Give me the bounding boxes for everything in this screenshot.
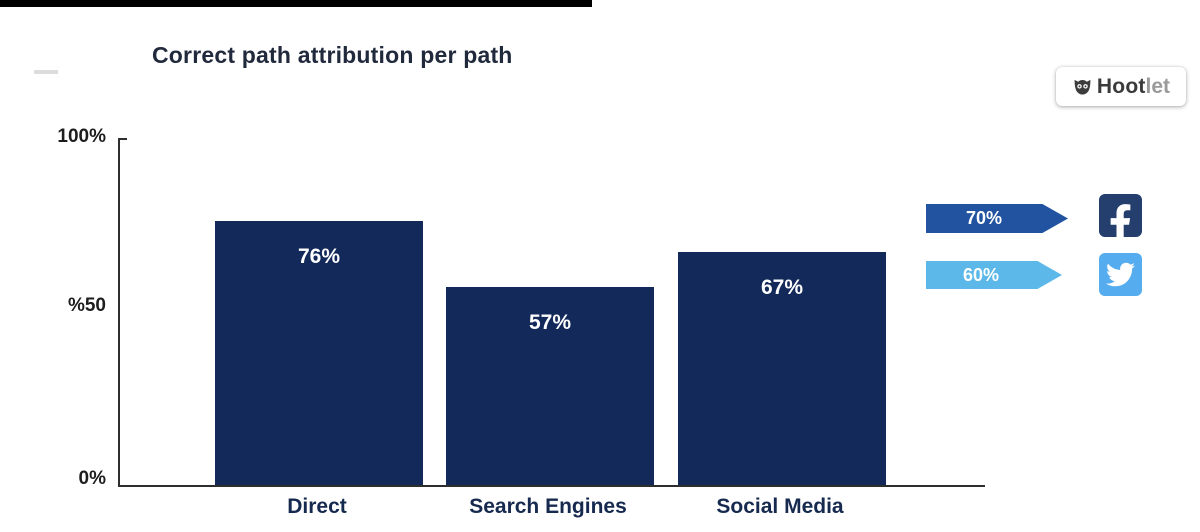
twitter-tile [1099,253,1142,296]
bar-value-label: 76% [297,245,341,268]
x-axis-label: Social Media [716,495,844,518]
bar-value-label: 57% [528,311,572,334]
y-tick-label-50: %50 [67,295,106,316]
bar: 57% [446,287,654,485]
bar-value-label: 67% [760,276,804,299]
facebook-callout-value: 70% [965,208,1003,228]
chart-title: Correct path attribution per path [152,42,513,68]
hootlet-button[interactable]: Hootlet [1056,67,1186,106]
twitter-callout-value: 60% [962,264,1000,285]
x-axis-label: Direct [287,495,347,518]
y-axis-top-tick [118,138,127,140]
bar: 67% [678,252,886,485]
facebook-icon [1110,204,1131,237]
hootlet-label-bold: Hoot [1096,74,1146,98]
y-tick-label-0: 0% [78,468,106,489]
bar: 76% [215,221,423,485]
hootsuite-owl-icon [1074,79,1091,94]
twitter-icon [1106,262,1135,287]
plot-area: 76% 57% 67% [118,139,985,487]
callout-arrow: 60% [926,261,1062,289]
top-black-strip [0,0,592,7]
hootlet-label-light: let [1145,74,1171,98]
decorative-mark [34,70,58,74]
y-tick-label-100: 100% [57,126,106,147]
callout-arrow: 70% [926,204,1068,233]
x-axis-label: Search Engines [469,495,627,518]
facebook-tile [1099,194,1142,237]
hootlet-label: Hootlet [1097,75,1170,99]
